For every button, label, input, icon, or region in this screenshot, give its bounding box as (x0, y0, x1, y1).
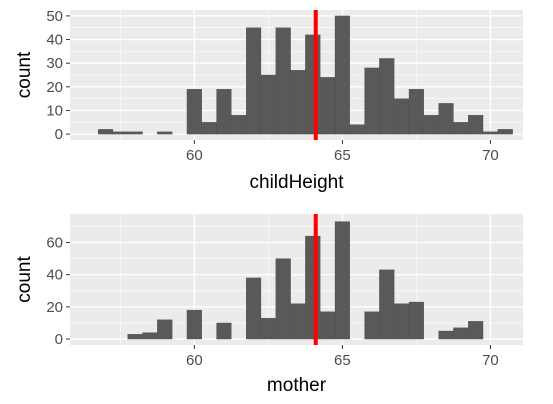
histogram-bar (186, 309, 202, 340)
histogram-bar (231, 115, 247, 135)
childheight-histogram-panel: 60 65 70 0 10 20 30 40 50 childHeight count (14, 8, 523, 193)
y-tick-label: 40 (46, 32, 63, 49)
histogram-bar (260, 74, 276, 135)
histogram-bar (142, 332, 158, 340)
histogram-bar (305, 34, 321, 135)
histogram-bar (379, 58, 395, 135)
x-tick-label: 65 (334, 352, 351, 369)
x-axis-title: childHeight (250, 172, 345, 193)
histogram-bar (127, 131, 143, 135)
x-axis-title: mother (267, 375, 327, 396)
y-axis-title: count (14, 51, 35, 98)
x-tick-label: 70 (482, 352, 499, 369)
histogram-bar (334, 15, 350, 135)
y-tick-label: 20 (46, 299, 63, 316)
histogram-bar (260, 317, 276, 340)
x-tick-label: 60 (186, 352, 203, 369)
histogram-bar (438, 103, 454, 135)
histogram-bar (468, 321, 484, 340)
y-tick-label: 0 (55, 331, 63, 348)
y-tick-label: 10 (46, 102, 63, 119)
histogram-bar (364, 311, 380, 340)
histogram-bar (379, 269, 395, 340)
histogram-bar (453, 327, 469, 340)
x-tick-label: 70 (482, 147, 499, 164)
x-tick-label: 60 (186, 147, 203, 164)
histogram-bar (408, 89, 424, 135)
histogram-bar (482, 131, 498, 135)
histogram-bar (112, 131, 128, 135)
histogram-bar (394, 303, 410, 340)
histogram-bar (201, 122, 217, 135)
y-tick-label: 30 (46, 55, 63, 72)
x-tick-label: 65 (334, 147, 351, 164)
histogram-bar (97, 129, 114, 135)
histogram-bar (305, 235, 321, 340)
histogram-bar (157, 319, 173, 340)
histogram-bar (127, 334, 143, 340)
histogram-bar (423, 115, 439, 135)
mother-histogram-panel: 60 65 70 0 20 40 60 mother count (14, 214, 523, 396)
histogram-bar (453, 122, 469, 135)
histogram-bar (364, 67, 380, 135)
histogram-bar (216, 89, 232, 135)
y-tick-label: 50 (46, 8, 63, 25)
histogram-bar (275, 258, 291, 340)
histogram-bar (438, 330, 454, 340)
histogram-bar (246, 27, 262, 135)
y-tick-label: 20 (46, 79, 63, 96)
histogram-bar (320, 77, 336, 135)
y-tick-label: 60 (46, 234, 63, 251)
histogram-bar (320, 311, 336, 340)
histogram-bar (408, 301, 424, 340)
histogram-bar (290, 303, 306, 340)
histogram-bar (349, 124, 365, 135)
histogram-bar (186, 89, 202, 135)
y-tick-label: 40 (46, 267, 63, 284)
histogram-bar (216, 322, 232, 340)
y-tick-label: 0 (55, 126, 63, 143)
histogram-bar (334, 221, 350, 340)
histogram-bar (157, 131, 173, 135)
histogram-bar (290, 70, 306, 135)
histogram-bar (497, 129, 513, 135)
histogram-bar (468, 115, 484, 135)
histogram-bar (394, 98, 410, 135)
histogram-bar (275, 27, 291, 135)
histogram-bar (246, 277, 262, 340)
y-axis-title: count (14, 256, 35, 303)
